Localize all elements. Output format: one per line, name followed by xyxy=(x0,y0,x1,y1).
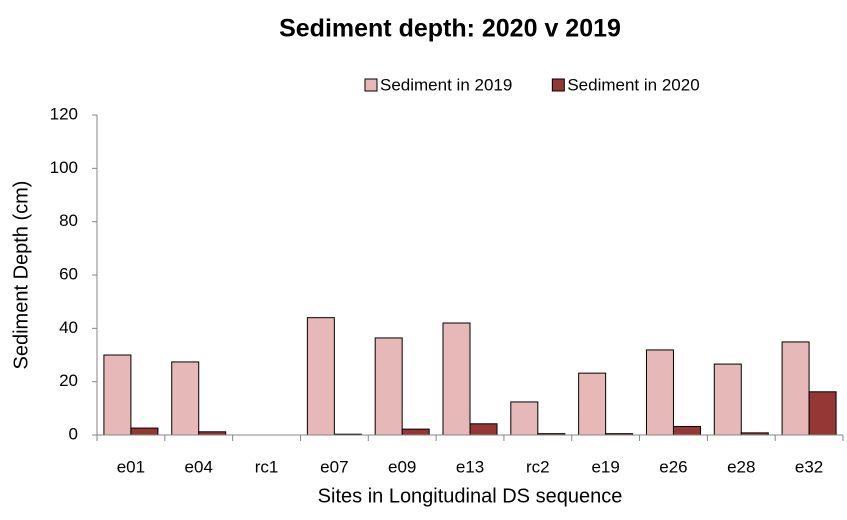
bar xyxy=(469,423,498,436)
x-axis-label: Sites in Longitudinal DS sequence xyxy=(318,485,623,507)
bar xyxy=(401,428,430,436)
y-tick-label: 120 xyxy=(50,104,78,123)
y-tick-label: 80 xyxy=(59,211,78,230)
y-tick-label: 20 xyxy=(59,371,78,390)
y-tick-label: 100 xyxy=(50,158,78,177)
bar xyxy=(672,425,701,436)
x-tick-label: e13 xyxy=(456,457,484,476)
y-tick-label: 40 xyxy=(59,318,78,337)
bar xyxy=(171,361,200,436)
legend-swatch xyxy=(551,78,565,92)
x-tick-label: e07 xyxy=(320,457,348,476)
y-tick-label: 60 xyxy=(59,264,78,283)
x-tick-label: e32 xyxy=(795,457,823,476)
bar xyxy=(130,427,159,436)
bar xyxy=(578,372,607,436)
bar xyxy=(306,317,335,436)
y-tick-label: 0 xyxy=(69,424,78,443)
legend-label: Sediment in 2020 xyxy=(567,75,699,94)
bar xyxy=(781,341,810,436)
x-tick-label: e04 xyxy=(185,457,213,476)
x-tick-label: e09 xyxy=(388,457,416,476)
chart-title: Sediment depth: 2020 v 2019 xyxy=(279,15,621,43)
bar xyxy=(510,401,539,436)
bar xyxy=(442,322,471,436)
bar xyxy=(713,363,742,436)
bar xyxy=(374,337,403,436)
x-tick-label: e19 xyxy=(591,457,619,476)
legend-label: Sediment in 2019 xyxy=(380,75,512,94)
bar xyxy=(808,391,837,436)
x-tick-label: e01 xyxy=(117,457,145,476)
x-tick-label: rc1 xyxy=(255,457,279,476)
y-axis-label: Sediment Depth (cm) xyxy=(10,181,32,370)
x-tick-label: e28 xyxy=(727,457,755,476)
legend-swatch xyxy=(364,78,378,92)
bar xyxy=(103,354,132,436)
bar xyxy=(645,349,674,436)
x-tick-label: e26 xyxy=(659,457,687,476)
x-tick-label: rc2 xyxy=(526,457,550,476)
